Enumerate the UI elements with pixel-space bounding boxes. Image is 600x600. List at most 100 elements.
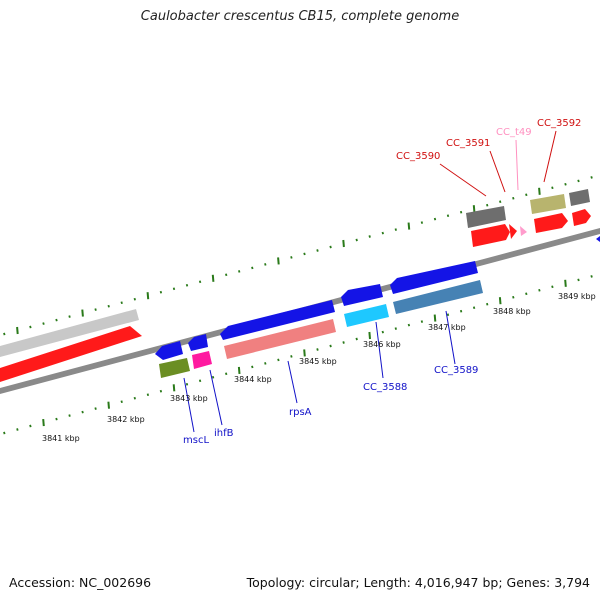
leader-mscl <box>183 377 195 433</box>
minor-tick <box>198 280 202 284</box>
minor-tick <box>3 431 6 435</box>
minor-tick <box>16 428 19 431</box>
minor-tick <box>538 288 541 292</box>
minor-tick <box>394 228 397 231</box>
minor-tick <box>225 372 228 376</box>
minor-tick <box>120 301 123 305</box>
minor-tick <box>251 365 254 369</box>
minor-tick <box>29 325 32 329</box>
feature-olive <box>530 194 566 214</box>
gene-leader-lines <box>183 130 557 433</box>
minor-tick <box>551 186 554 190</box>
minor-tick <box>407 323 411 327</box>
minor-tick <box>225 273 228 277</box>
minor-tick <box>185 283 189 287</box>
major-tick <box>237 366 241 374</box>
feature-grey-bar <box>0 309 139 357</box>
major-tick <box>303 349 306 357</box>
leader-cc3592 <box>543 130 557 183</box>
feature-olive-green-mscl <box>159 358 190 378</box>
feature-blue-cc3589 <box>390 261 478 294</box>
feature-dark-grey-2 <box>569 189 590 206</box>
minor-tick <box>81 410 84 414</box>
minor-tick <box>3 332 6 336</box>
gene-label-cc3588: CC_3588 <box>363 382 407 393</box>
major-tick <box>564 279 567 287</box>
gene-label-mscl: mscL <box>183 435 209 446</box>
feature-red-1 <box>471 224 510 247</box>
minor-tick <box>486 203 489 207</box>
minor-tick <box>564 182 567 186</box>
genome-summary-text: Topology: circular; Length: 4,016,947 bp… <box>246 575 590 590</box>
minor-tick <box>316 249 319 252</box>
minor-tick <box>381 330 384 334</box>
minor-tick <box>159 389 163 393</box>
tick-label: 3847 kbp <box>428 323 466 332</box>
minor-tick <box>433 217 437 221</box>
leader-cc3591 <box>489 150 506 193</box>
gene-label-cc3592: CC_3592 <box>537 118 581 129</box>
feature-blue-edge <box>596 236 600 242</box>
feature-pink-trna <box>520 226 527 236</box>
gene-label-cc3590: CC_3590 <box>396 151 440 162</box>
gene-label-cc3589: CC_3589 <box>434 365 478 376</box>
leader-rpsa <box>287 360 298 404</box>
feature-steelblue-cc3589 <box>393 280 483 314</box>
major-tick <box>498 297 502 305</box>
minor-tick <box>68 315 71 318</box>
major-tick <box>342 239 345 248</box>
gene-label-rpsa: rpsA <box>289 407 312 418</box>
minor-tick <box>577 278 580 282</box>
tick-label: 3841 kbp <box>42 434 80 443</box>
minor-tick <box>551 285 554 289</box>
major-tick <box>172 384 176 392</box>
feature-salmon-rpsa <box>224 319 336 359</box>
minor-tick <box>394 327 397 330</box>
minor-tick <box>172 287 176 291</box>
minor-tick <box>133 396 136 400</box>
feature-dark-grey-1 <box>466 206 506 228</box>
gene-label-cc3591: CC_3591 <box>446 138 490 149</box>
minor-tick <box>590 275 593 278</box>
minor-tick <box>420 221 424 224</box>
leader-cct49 <box>515 139 519 191</box>
feature-magenta-ihfb <box>192 351 212 369</box>
tick-label: 3843 kbp <box>170 394 208 403</box>
minor-tick <box>590 176 593 179</box>
minor-tick <box>355 238 358 242</box>
major-tick <box>407 222 411 230</box>
minor-tick <box>525 193 528 197</box>
feature-blue-rpsa <box>220 300 335 340</box>
gene-label-ihfb: ihfB <box>214 428 234 439</box>
minor-tick <box>446 214 450 218</box>
leader-cc3589 <box>445 310 456 365</box>
minor-tick <box>185 382 189 386</box>
minor-tick <box>355 337 358 341</box>
minor-tick <box>159 290 163 294</box>
major-tick <box>368 331 371 340</box>
minor-tick <box>94 308 97 311</box>
forward-features <box>0 189 600 382</box>
minor-tick <box>577 179 580 183</box>
minor-tick <box>94 407 97 410</box>
minor-tick <box>146 393 150 397</box>
major-tick <box>107 401 110 409</box>
minor-tick <box>290 355 293 358</box>
gene-label-cct49: CC_t49 <box>496 127 532 138</box>
minor-tick <box>290 256 293 259</box>
major-tick <box>146 292 150 300</box>
major-tick <box>16 326 19 335</box>
major-tick <box>211 274 215 282</box>
minor-tick <box>342 341 345 344</box>
major-tick <box>42 419 45 427</box>
tick-label: 3848 kbp <box>493 307 531 316</box>
minor-tick <box>55 417 58 421</box>
minor-tick <box>277 358 280 362</box>
leader-cc3590 <box>439 163 487 197</box>
minor-tick <box>381 231 384 235</box>
feature-red-bar <box>0 326 142 382</box>
lower-tick-row <box>3 275 593 435</box>
minor-tick <box>472 306 476 310</box>
feature-red-small <box>509 224 517 239</box>
